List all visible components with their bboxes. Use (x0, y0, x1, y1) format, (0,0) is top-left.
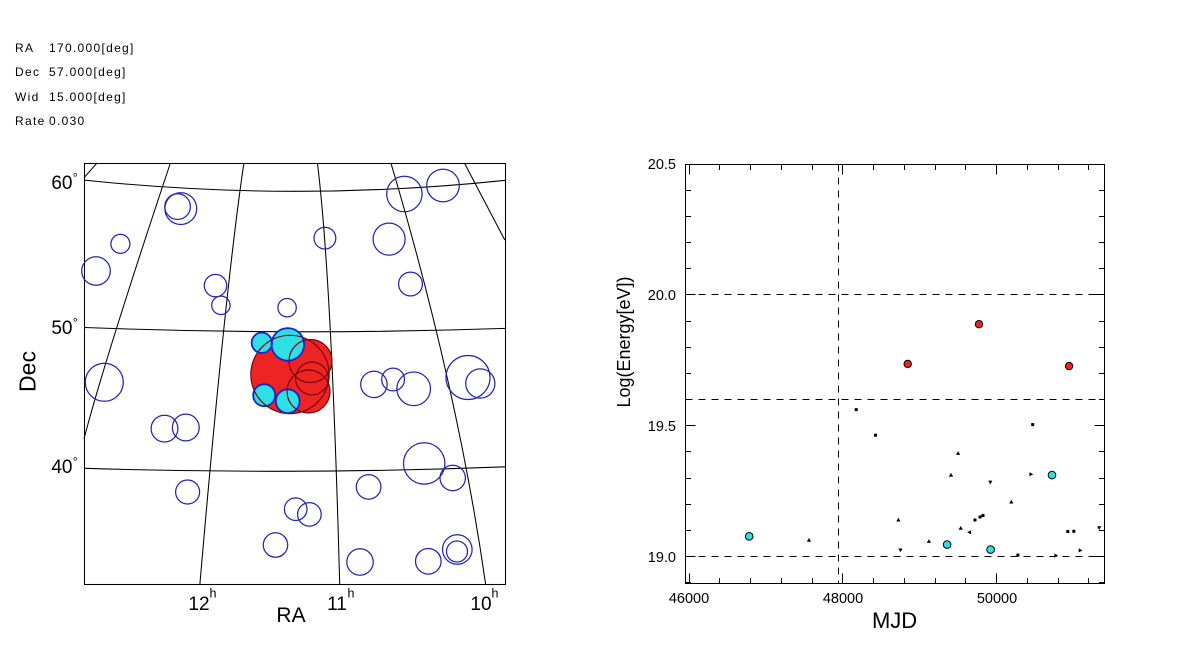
svg-text:19.0: 19.0 (648, 550, 676, 566)
svg-text:°: ° (73, 316, 78, 330)
svg-text:°: ° (73, 171, 78, 185)
svg-text:50: 50 (51, 318, 72, 339)
svg-text:h: h (348, 587, 355, 601)
svg-text:20.5: 20.5 (648, 157, 676, 173)
svg-text:15.000[deg]: 15.000[deg] (49, 90, 127, 104)
svg-text:11: 11 (327, 594, 347, 615)
svg-text:h: h (492, 587, 499, 601)
svg-text:Rate: Rate (15, 114, 46, 128)
svg-text:19.5: 19.5 (648, 419, 676, 435)
svg-text:48000: 48000 (823, 591, 863, 607)
svg-text:12: 12 (188, 594, 209, 615)
svg-text:Dec: Dec (15, 351, 41, 392)
svg-text:MJD: MJD (872, 608, 917, 633)
svg-text:°: ° (73, 455, 78, 469)
svg-text:Wid: Wid (15, 90, 40, 104)
svg-text:RA: RA (15, 41, 34, 55)
svg-text:10: 10 (470, 594, 491, 615)
svg-text:20.0: 20.0 (648, 288, 676, 304)
svg-text:RA: RA (276, 604, 305, 627)
svg-text:46000: 46000 (669, 591, 709, 607)
svg-text:50000: 50000 (977, 591, 1017, 607)
svg-text:170.000[deg]: 170.000[deg] (49, 41, 135, 55)
svg-text:40: 40 (51, 457, 72, 478)
svg-text:h: h (210, 587, 217, 601)
svg-text:Dec: Dec (15, 65, 40, 79)
svg-text:0.030: 0.030 (49, 114, 86, 128)
svg-text:57.000[deg]: 57.000[deg] (49, 65, 127, 79)
svg-text:60: 60 (51, 173, 72, 194)
svg-text:Log(Energy[eV]): Log(Energy[eV]) (614, 276, 634, 407)
